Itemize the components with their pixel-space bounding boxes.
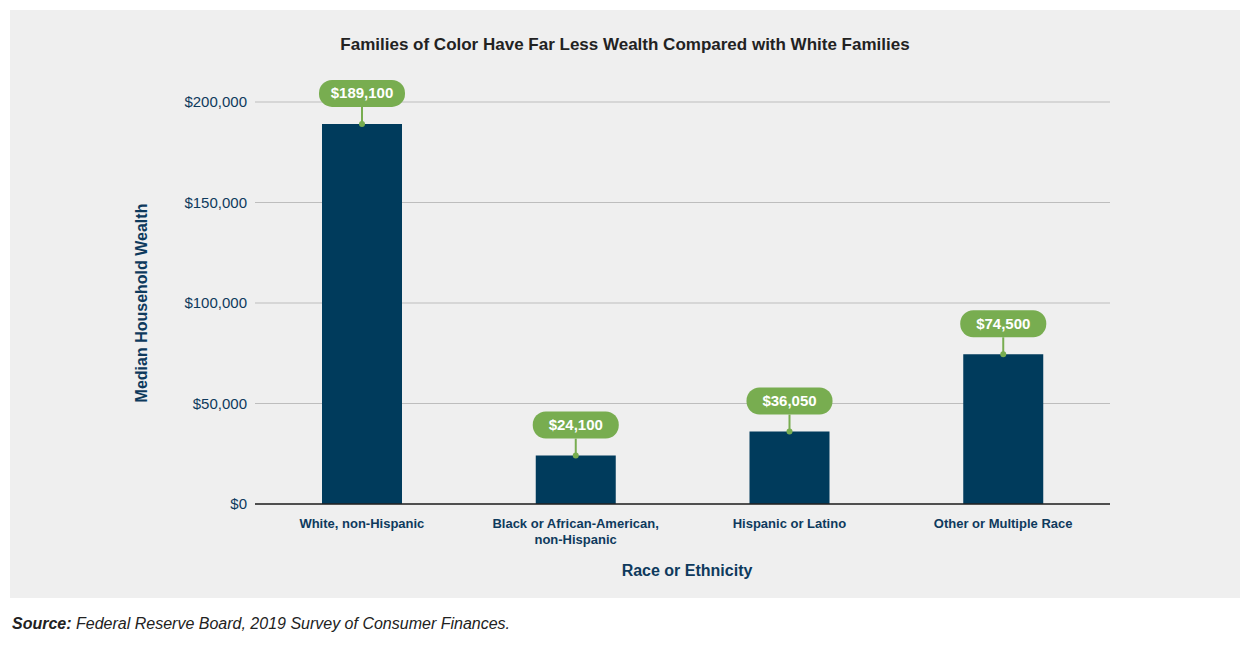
svg-text:Black or African-American,non-: Black or African-American,non-Hispanic bbox=[492, 516, 658, 547]
svg-text:$100,000: $100,000 bbox=[184, 294, 247, 311]
svg-text:$74,500: $74,500 bbox=[976, 315, 1030, 332]
svg-text:$50,000: $50,000 bbox=[193, 395, 247, 412]
svg-text:Other or Multiple Race: Other or Multiple Race bbox=[934, 516, 1073, 531]
html-text:Source: Federal Reserve Board,: Source: Federal Reserve Board, 2019 Surv… bbox=[12, 615, 510, 632]
html-text:Race or Ethnicity: Race or Ethnicity bbox=[621, 562, 753, 579]
svg-text:$150,000: $150,000 bbox=[184, 194, 247, 211]
svg-text:$0: $0 bbox=[230, 495, 247, 512]
svg-text:$36,050: $36,050 bbox=[762, 392, 816, 409]
svg-text:$24,100: $24,100 bbox=[549, 416, 603, 433]
svg-text:$200,000: $200,000 bbox=[184, 93, 247, 110]
svg-text:Hispanic or Latino: Hispanic or Latino bbox=[733, 516, 846, 531]
html-text:Median Household Wealth: Median Household Wealth bbox=[133, 203, 150, 403]
svg-text:$189,100: $189,100 bbox=[331, 84, 394, 101]
svg-text:White, non-Hispanic: White, non-Hispanic bbox=[299, 516, 424, 531]
html-text:Families of Color Have Far Les: Families of Color Have Far Less Wealth C… bbox=[340, 35, 910, 54]
